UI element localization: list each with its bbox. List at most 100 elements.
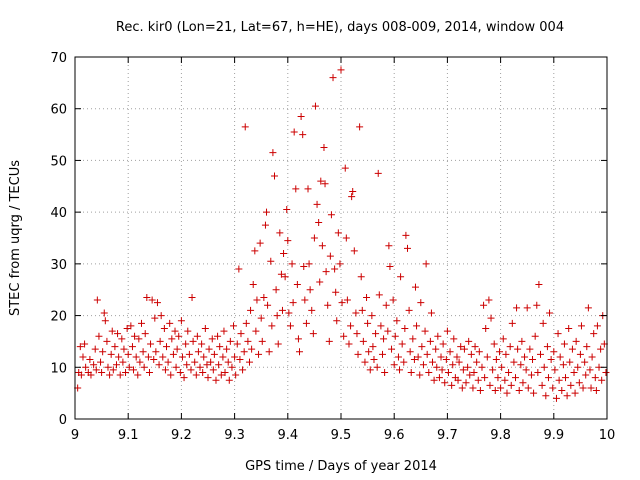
data-point bbox=[486, 381, 494, 389]
data-point bbox=[302, 319, 310, 327]
x-tick-label: 9.9 bbox=[543, 428, 564, 443]
data-point bbox=[565, 325, 573, 332]
y-tick-label: 70 bbox=[50, 51, 67, 66]
x-tick-label: 9.8 bbox=[490, 428, 511, 443]
data-point bbox=[489, 366, 497, 374]
data-point bbox=[490, 340, 498, 348]
data-point bbox=[310, 234, 318, 242]
data-point bbox=[135, 335, 143, 343]
data-point bbox=[421, 327, 429, 335]
data-point bbox=[450, 335, 458, 343]
data-point bbox=[406, 348, 414, 356]
data-point bbox=[236, 356, 244, 364]
data-point bbox=[249, 281, 257, 289]
data-point bbox=[274, 340, 282, 348]
x-tick-label: 9.3 bbox=[224, 428, 245, 443]
data-point bbox=[184, 327, 192, 335]
data-point bbox=[255, 350, 263, 358]
data-point bbox=[203, 361, 211, 369]
data-point bbox=[517, 361, 525, 369]
data-point bbox=[191, 358, 199, 366]
data-point bbox=[342, 234, 350, 242]
data-point bbox=[404, 244, 411, 252]
data-point bbox=[237, 330, 245, 338]
data-point bbox=[389, 296, 397, 304]
data-point bbox=[261, 221, 269, 229]
data-point bbox=[462, 379, 470, 387]
data-point bbox=[299, 131, 307, 139]
data-point bbox=[313, 200, 321, 208]
data-point bbox=[180, 374, 188, 382]
data-point bbox=[465, 337, 473, 345]
data-point bbox=[122, 368, 130, 376]
data-point bbox=[476, 387, 484, 395]
data-point bbox=[558, 387, 566, 395]
data-point bbox=[583, 343, 591, 351]
data-point bbox=[169, 350, 177, 358]
data-point bbox=[136, 358, 144, 366]
data-point bbox=[278, 306, 286, 314]
data-point bbox=[559, 361, 567, 369]
data-point bbox=[443, 327, 451, 335]
data-point bbox=[332, 288, 340, 296]
data-point bbox=[400, 358, 408, 366]
data-point bbox=[381, 368, 389, 376]
x-tick-label: 9.2 bbox=[171, 428, 192, 443]
data-point bbox=[145, 368, 153, 376]
data-point bbox=[163, 343, 171, 351]
x-axis-label: GPS time / Days of year 2014 bbox=[245, 459, 437, 474]
data-point bbox=[130, 366, 138, 374]
data-point bbox=[124, 350, 132, 358]
data-point bbox=[233, 340, 241, 348]
data-point bbox=[574, 363, 582, 371]
data-point bbox=[79, 353, 87, 361]
data-point bbox=[352, 309, 360, 317]
data-point bbox=[539, 319, 547, 327]
data-point bbox=[511, 374, 519, 382]
data-point bbox=[602, 368, 610, 376]
data-point bbox=[365, 348, 373, 356]
data-point bbox=[526, 345, 534, 353]
data-point bbox=[366, 366, 374, 374]
data-point bbox=[487, 314, 495, 322]
data-point bbox=[87, 371, 95, 379]
data-point bbox=[306, 286, 314, 294]
data-point bbox=[591, 374, 599, 382]
data-point bbox=[244, 337, 252, 345]
data-point bbox=[127, 322, 135, 330]
data-point bbox=[523, 304, 531, 312]
data-point bbox=[405, 306, 413, 314]
data-point bbox=[432, 345, 440, 353]
data-point bbox=[402, 231, 410, 239]
data-point bbox=[418, 343, 426, 351]
data-point bbox=[230, 322, 238, 330]
data-point bbox=[474, 376, 482, 384]
data-point bbox=[294, 335, 302, 343]
data-point bbox=[152, 348, 160, 356]
data-point bbox=[566, 358, 574, 366]
data-point bbox=[247, 306, 255, 314]
data-point bbox=[593, 322, 601, 330]
data-point bbox=[327, 211, 335, 219]
data-point bbox=[172, 363, 180, 371]
data-point bbox=[138, 319, 145, 327]
data-point bbox=[572, 337, 580, 345]
data-point bbox=[430, 376, 438, 384]
data-point bbox=[508, 319, 516, 327]
data-point bbox=[370, 356, 378, 364]
data-point bbox=[271, 172, 278, 180]
data-point bbox=[300, 262, 308, 270]
data-point bbox=[514, 345, 522, 353]
data-point bbox=[544, 374, 552, 382]
data-point bbox=[524, 384, 532, 392]
data-point bbox=[210, 350, 218, 358]
data-point bbox=[157, 312, 165, 320]
data-point bbox=[530, 389, 538, 397]
data-point bbox=[212, 376, 220, 384]
data-point bbox=[550, 348, 558, 356]
data-point bbox=[597, 345, 605, 353]
data-point bbox=[140, 363, 148, 371]
data-point bbox=[125, 363, 133, 371]
data-point bbox=[187, 366, 195, 374]
y-tick-label: 20 bbox=[50, 310, 67, 325]
